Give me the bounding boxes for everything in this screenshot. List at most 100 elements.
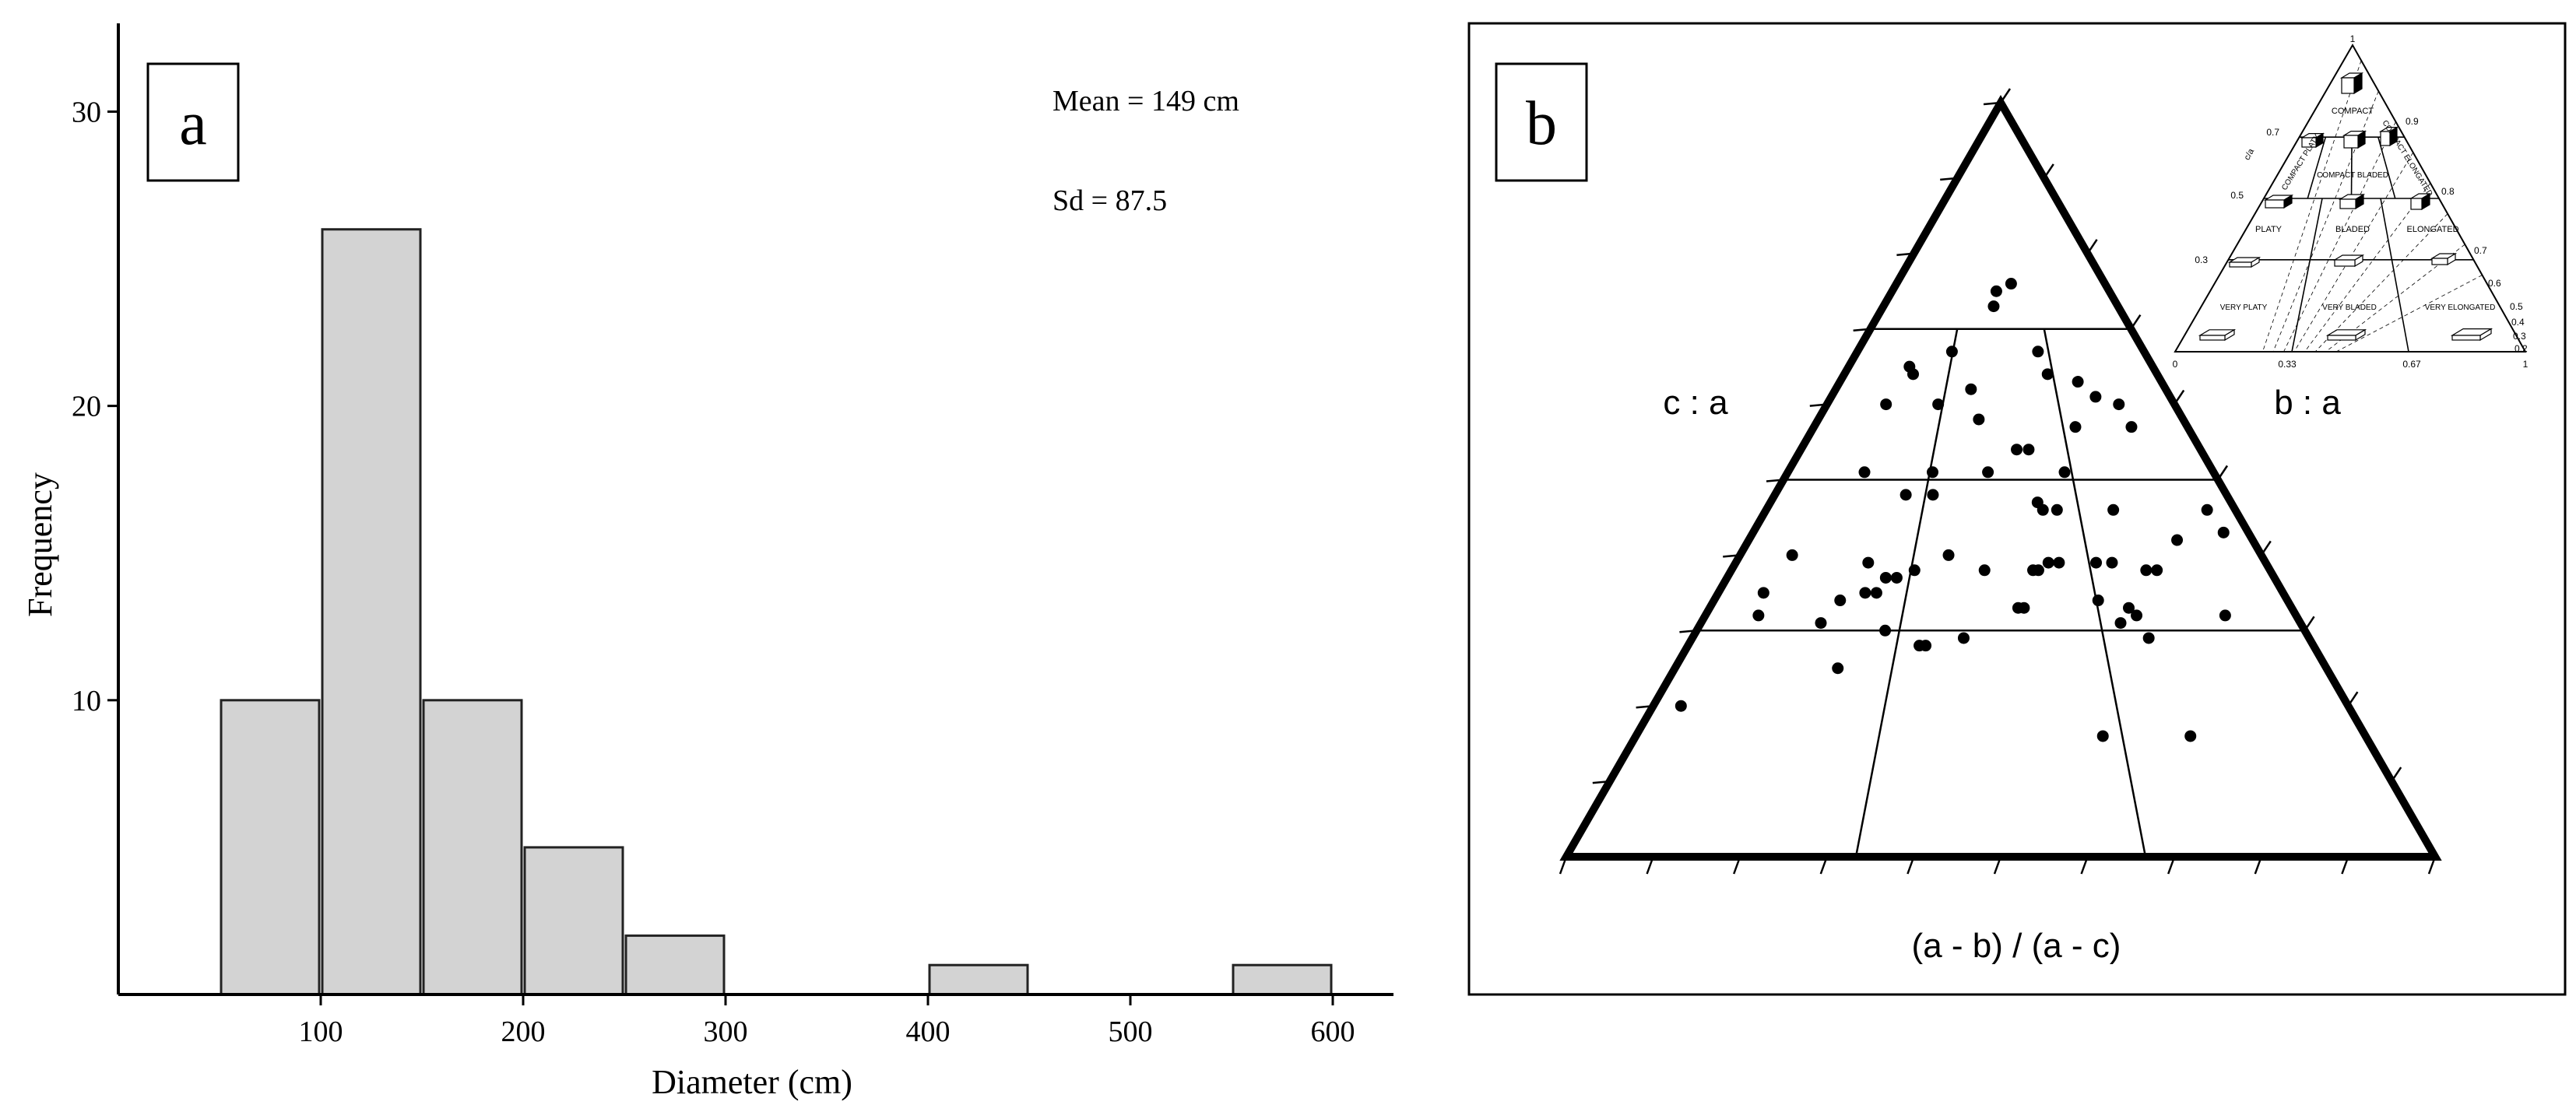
- data-point: [1752, 609, 1765, 622]
- inset-apex-label: 1: [2350, 33, 2356, 44]
- panel-b-label-box: [1495, 62, 1588, 182]
- class-line-ratio: [1854, 328, 1959, 858]
- data-point: [2018, 602, 2030, 614]
- inset-left-tick-0: 0.7: [2266, 127, 2279, 138]
- data-point: [2069, 421, 2082, 433]
- inset-right-tick-3: 0.6: [2488, 278, 2501, 289]
- data-point: [2005, 278, 2017, 290]
- data-point: [2184, 730, 2197, 742]
- inset-class-compact-bladed: COMPACT BLADED: [2317, 171, 2388, 180]
- x-tick-label: 600: [1311, 1016, 1355, 1048]
- data-point: [1957, 632, 1970, 644]
- histogram-bar: [523, 846, 624, 996]
- inset-class-elongated: ELONGATED: [2406, 225, 2458, 234]
- inset-line: [2272, 90, 2379, 353]
- x-tick-label: 300: [704, 1016, 748, 1048]
- inset-line: [2262, 60, 2362, 353]
- data-point: [2037, 503, 2049, 516]
- inset-class-very-bladed: VERY BLADED: [2322, 303, 2377, 312]
- data-point: [1879, 624, 1892, 637]
- inset-bottom-tick-1: 0.33: [2278, 359, 2297, 370]
- inset-block-front: [2229, 261, 2252, 268]
- data-point: [2201, 503, 2213, 516]
- inset-right-tick-0: 0.9: [2406, 116, 2419, 127]
- data-point: [2151, 564, 2163, 577]
- inset-line: [2307, 136, 2327, 199]
- inset-block-front: [2265, 199, 2285, 209]
- data-point: [2125, 421, 2138, 433]
- inset-right-tick-5: 0.4: [2511, 317, 2525, 328]
- inset-block-front: [2431, 258, 2448, 265]
- class-line-ratio: [2043, 328, 2147, 858]
- data-point: [1899, 489, 1912, 501]
- data-point: [1832, 662, 1844, 675]
- x-tick-label: 400: [906, 1016, 951, 1048]
- data-point: [1879, 571, 1892, 584]
- data-point: [2058, 466, 2071, 479]
- data-point: [2022, 444, 2035, 456]
- inset-class-platy: PLATY: [2255, 225, 2283, 234]
- data-point: [2113, 398, 2125, 411]
- x-tick-group: 100 200 300 400 500 600: [299, 994, 1355, 1048]
- inset-block-front: [2199, 335, 2226, 341]
- inset-block-front: [2327, 335, 2356, 341]
- y-tick-label: 30: [72, 96, 101, 128]
- histogram-bar: [220, 699, 321, 996]
- data-point: [2131, 609, 2143, 622]
- inset-block-front: [2380, 131, 2391, 146]
- bottom-axis-label: (a - b) / (a - c): [1912, 927, 2121, 965]
- data-point: [2171, 534, 2184, 546]
- data-point: [1978, 564, 1991, 577]
- inset-block-front: [2410, 198, 2423, 210]
- histogram-bar: [422, 699, 523, 996]
- inset-block-front: [2334, 259, 2356, 267]
- inset-block-icons: [2198, 72, 2493, 342]
- histogram-bar: [624, 934, 726, 996]
- inset-class-compact: COMPACT: [2332, 107, 2374, 116]
- inset-line: [2293, 152, 2414, 353]
- data-point: [2107, 503, 2120, 516]
- inset-class-very-platy: VERY PLATY: [2220, 303, 2268, 312]
- data-point: [2122, 602, 2135, 614]
- inset-block-front: [2301, 137, 2317, 148]
- histogram-bar: [321, 228, 422, 996]
- data-point: [1890, 571, 1903, 584]
- panel-a-label: a: [179, 89, 207, 158]
- inset-left-tick-1: 0.5: [2230, 190, 2244, 201]
- data-point: [2142, 632, 2155, 644]
- x-tick-label: 200: [501, 1016, 546, 1048]
- y-tick-label: 10: [72, 685, 101, 717]
- data-point: [2090, 556, 2103, 569]
- data-point: [2140, 564, 2153, 577]
- inset-block-front: [2343, 135, 2359, 149]
- panel-b-frame: [1467, 22, 2567, 996]
- data-point: [1862, 556, 1875, 569]
- data-point: [1908, 564, 1921, 577]
- inset-block-front: [2451, 335, 2481, 341]
- inset-right-tick-1: 0.8: [2441, 186, 2455, 197]
- data-point: [1987, 300, 2000, 313]
- inset-triangle: [2174, 43, 2527, 353]
- inset-class-very-elongated: VERY ELONGATED: [2425, 303, 2496, 312]
- data-point: [1907, 368, 1920, 381]
- mean-stat: Mean = 149 cm: [1053, 85, 1239, 118]
- data-point: [2072, 376, 2084, 388]
- inset-right-tick-7: 0.2: [2514, 343, 2528, 354]
- inset-block-front: [2341, 77, 2355, 94]
- left-axis-label: c : a: [1663, 384, 1728, 422]
- y-tick-group: 10 20 30: [72, 96, 118, 717]
- x-tick-label: 100: [299, 1016, 343, 1048]
- data-point: [1982, 466, 1994, 479]
- data-point: [1786, 549, 1798, 561]
- data-point: [1834, 595, 1847, 607]
- data-point: [2051, 503, 2063, 516]
- histogram-bar: [928, 963, 1029, 996]
- inset-bottom-tick-3: 1: [2523, 359, 2529, 370]
- data-point: [1990, 285, 2002, 297]
- data-point: [1927, 466, 1939, 479]
- inset-left-tick-2: 0.3: [2195, 254, 2208, 265]
- ternary-points: [1675, 278, 2231, 742]
- right-axis-label: b : a: [2274, 384, 2341, 422]
